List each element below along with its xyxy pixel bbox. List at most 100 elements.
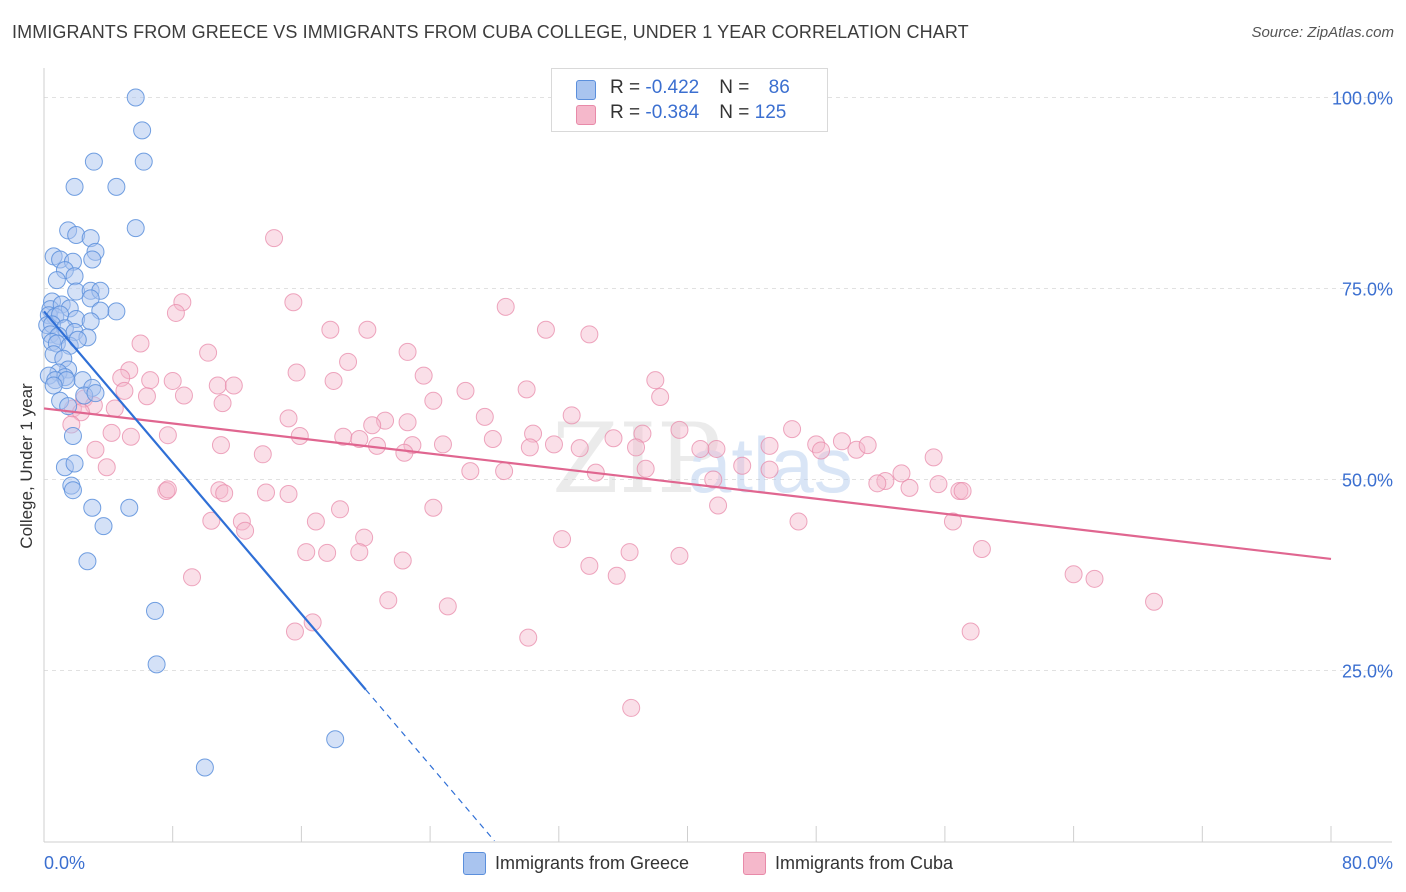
y-tick-label: 50.0% [1342,471,1393,491]
cuba-point [760,436,779,455]
tick-labels: 25.0% 50.0% 75.0% 100.0% 0.0% 80.0% [44,89,1393,874]
cuba-point [627,438,646,457]
cuba-point [475,407,494,426]
greece-point [126,219,145,238]
bottom-legend-swatch-greece [463,852,486,875]
cuba-point [704,470,723,489]
greece-point [47,271,66,290]
legend-swatch-greece [576,80,596,100]
cuba-point [339,352,358,371]
legend-n-value-greece: 86 [768,77,790,98]
cuba-point [265,229,284,248]
bottom-legend-label-cuba: Immigrants from Cuba [775,853,954,873]
cuba-point [285,622,304,641]
cuba-point [496,297,515,316]
greece-point [44,376,63,395]
cuba-point [733,456,752,475]
cuba-point [1145,592,1164,611]
cuba-point [97,458,116,477]
cuba-point [670,420,689,439]
greece-point [65,454,84,473]
cuba-point [284,293,303,312]
cuba-point [670,546,689,565]
greece-point [83,250,102,269]
cuba-point [208,376,227,395]
greece-point [81,312,100,331]
cuba-point [580,556,599,575]
cuba-point [86,440,105,459]
series-greece-points [38,88,345,777]
cuba-point [174,386,193,405]
cuba-point [760,460,779,479]
grid-lines [44,97,1392,671]
greece-point [107,302,126,321]
cuba-point [807,435,826,454]
greece-point [65,177,84,196]
cuba-point [287,363,306,382]
cuba-point [517,380,536,399]
cuba-point [519,628,538,647]
y-axis-label: College, Under 1 year [17,383,36,549]
cuba-point [456,381,475,400]
legend-n-label: N = [719,102,755,123]
x-tick-label-max: 80.0% [1342,853,1393,873]
cuba-point [102,423,121,442]
cuba-point [544,435,563,454]
cuba-point [324,371,343,390]
cuba-point [433,435,452,454]
cuba-point [158,426,177,445]
cuba-point [972,540,991,559]
x-tick-label-min: 0.0% [44,853,85,873]
correlation-legend: R = -0.422 N = 86 R = -0.384 N = 125 [551,68,828,132]
greece-point [134,152,153,171]
cuba-point [709,496,728,515]
cuba-point [1064,565,1083,584]
cuba-point [331,500,350,519]
cuba-point [620,543,639,562]
cuba-point [290,426,309,445]
watermark-zip: ZIP [552,403,721,515]
cuba-point [393,551,412,570]
cuba-point [812,441,831,460]
cuba-point [166,303,185,322]
legend-r-label: R = [610,102,646,123]
cuba-point [121,427,140,446]
greece-point [65,267,84,286]
greece-point [94,517,113,536]
greece-point [81,289,100,308]
y-tick-label: 25.0% [1342,662,1393,682]
legend-n-value-cuba: 125 [754,102,787,123]
y-tick-label: 100.0% [1332,89,1393,109]
cuba-point [580,325,599,344]
cuba-point [483,430,502,449]
cuba-point [847,440,866,459]
cuba-point [115,381,134,400]
cuba-point [158,480,177,499]
cuba-point [279,485,298,504]
cuba-point [303,613,322,632]
cuba-point [236,521,255,540]
cuba-point [137,387,156,406]
greece-point [120,498,139,517]
cuba-point [553,530,572,549]
legend-r-value-cuba: -0.384 [645,102,700,123]
bottom-legend-label-greece: Immigrants from Greece [495,853,690,873]
cuba-point [604,429,623,448]
bottom-legend-swatch-cuba [743,852,766,875]
chart-source: Source: ZipAtlas.com [1251,24,1394,41]
greece-point [67,226,86,245]
greece-point [84,152,103,171]
legend-r-value-greece: -0.422 [645,77,700,98]
cuba-point [395,443,414,462]
greece-point [86,384,105,403]
cuba-point [306,512,325,531]
cuba-point [953,481,972,500]
greece-point [147,655,166,674]
cuba-point [607,566,626,585]
cuba-point [646,371,665,390]
cuba-point [651,387,670,406]
cuba-point [398,342,417,361]
cuba-point [350,543,369,562]
cuba-point [789,512,808,531]
cuba-point [438,597,457,616]
